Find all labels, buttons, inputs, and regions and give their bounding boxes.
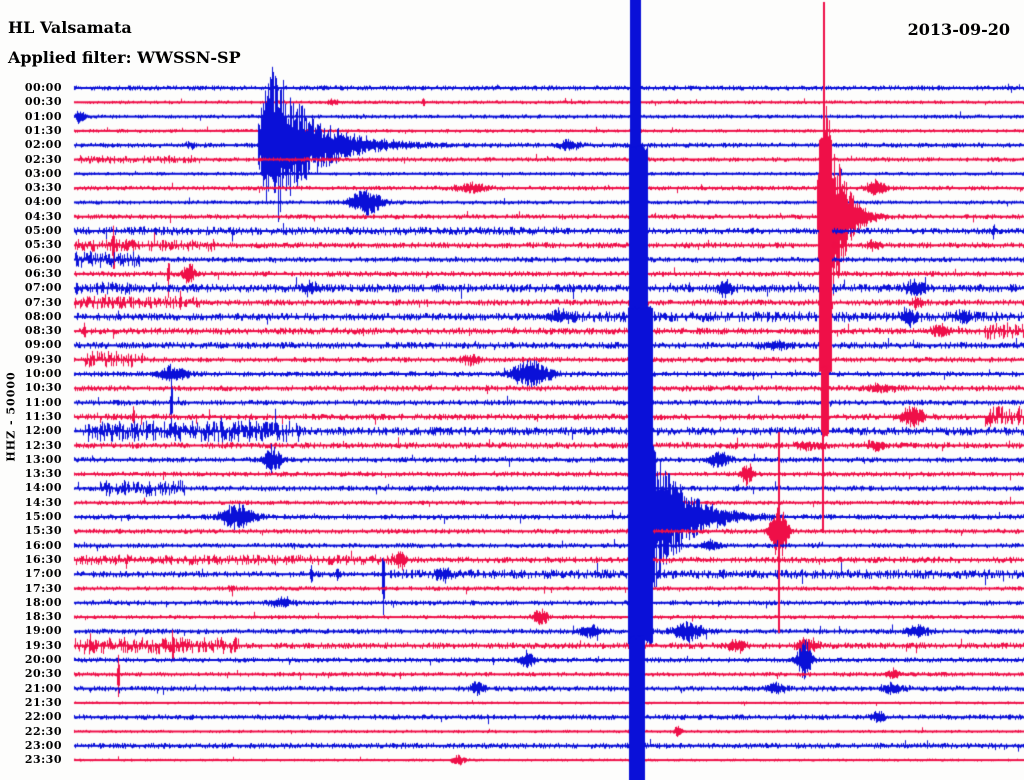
- date-label: 2013-09-20: [907, 20, 1010, 39]
- row-time-label: 08:00: [24, 309, 62, 323]
- row-time-label: 21:00: [24, 681, 62, 695]
- row-time-label: 02:00: [24, 138, 62, 152]
- row-time-label: 08:30: [24, 324, 62, 338]
- row-time-label: 15:30: [24, 524, 62, 538]
- station-title: HL Valsamata: [8, 18, 132, 37]
- row-time-label: 07:30: [24, 295, 62, 309]
- row-time-label: 20:30: [24, 667, 62, 681]
- row-time-label: 05:00: [24, 224, 62, 237]
- row-time-label: 13:00: [24, 452, 62, 466]
- row-time-label: 11:00: [24, 395, 62, 409]
- row-time-label: 09:00: [24, 338, 62, 352]
- row-time-label: 05:30: [24, 238, 62, 252]
- row-time-label: 07:00: [24, 281, 62, 295]
- row-time-label: 18:30: [24, 610, 62, 624]
- row-time-label: 19:30: [24, 638, 62, 652]
- row-time-label: 17:30: [24, 581, 62, 595]
- row-time-label: 06:00: [24, 252, 62, 266]
- row-time-label: 12:30: [24, 438, 62, 452]
- row-time-label: 13:30: [24, 467, 62, 481]
- row-time-label: 16:00: [24, 538, 62, 552]
- row-time-label: 09:30: [24, 352, 62, 366]
- row-time-label: 22:30: [24, 724, 62, 738]
- row-time-label: 17:00: [24, 567, 62, 581]
- filter-label: Applied filter: WWSSN-SP: [8, 48, 241, 67]
- row-time-label: 14:30: [24, 495, 62, 509]
- row-time-label: 04:00: [24, 195, 62, 209]
- row-time-label: 01:30: [24, 123, 62, 137]
- row-time-label: 03:00: [24, 166, 62, 180]
- row-time-label: 03:30: [24, 181, 62, 195]
- row-time-label: 11:30: [24, 409, 62, 423]
- row-time-label: 23:30: [24, 753, 62, 767]
- row-time-label: 23:00: [24, 738, 62, 752]
- row-time-label: 06:30: [24, 266, 62, 280]
- row-time-label: 15:00: [24, 510, 62, 523]
- row-time-label: 18:00: [24, 595, 62, 609]
- row-time-label: 00:30: [24, 95, 62, 109]
- row-time-label: 10:00: [24, 367, 62, 380]
- row-time-label: 10:30: [24, 381, 62, 395]
- row-time-label: 14:00: [24, 481, 62, 495]
- row-time-label: 00:00: [24, 81, 62, 94]
- row-time-label: 01:00: [24, 109, 62, 123]
- row-time-label: 22:00: [24, 710, 62, 724]
- row-time-label: 20:00: [24, 653, 62, 666]
- row-time-label: 02:30: [24, 152, 62, 166]
- row-time-label: 19:00: [24, 624, 62, 638]
- row-time-label: 21:30: [24, 695, 62, 709]
- row-time-label: 16:30: [24, 552, 62, 566]
- row-time-label: 04:30: [24, 209, 62, 223]
- row-time-label: 12:00: [24, 424, 62, 438]
